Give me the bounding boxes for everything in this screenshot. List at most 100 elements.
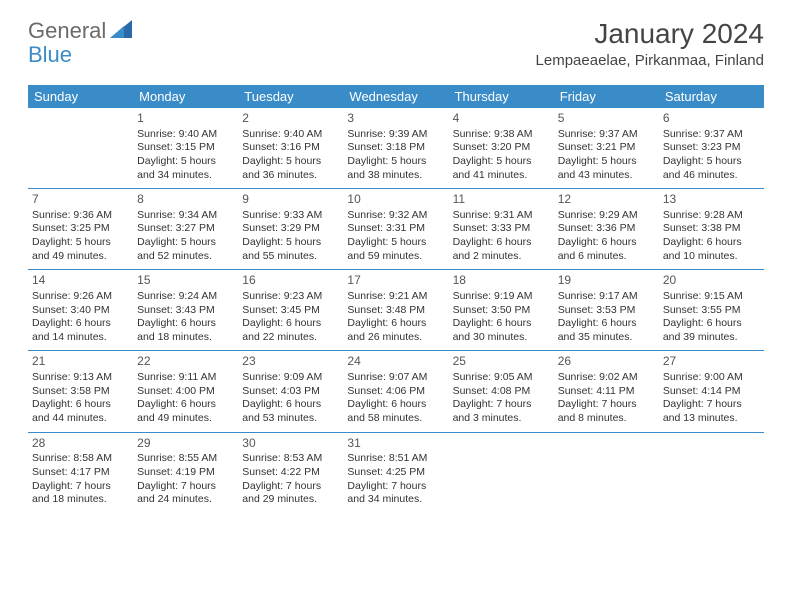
logo-triangle-icon <box>110 20 132 43</box>
cell-daylight1: Daylight: 7 hours <box>242 480 339 494</box>
day-number: 1 <box>137 111 234 127</box>
cell-sunrise: Sunrise: 9:26 AM <box>32 290 129 304</box>
cell-daylight2: and 59 minutes. <box>347 250 444 264</box>
calendar-day-cell: 18Sunrise: 9:19 AMSunset: 3:50 PMDayligh… <box>449 270 554 351</box>
cell-daylight2: and 26 minutes. <box>347 331 444 345</box>
calendar-day-cell: 14Sunrise: 9:26 AMSunset: 3:40 PMDayligh… <box>28 270 133 351</box>
day-number: 5 <box>558 111 655 127</box>
cell-sunset: Sunset: 3:38 PM <box>663 222 760 236</box>
cell-sunrise: Sunrise: 9:11 AM <box>137 371 234 385</box>
cell-daylight2: and 34 minutes. <box>137 169 234 183</box>
day-number: 30 <box>242 436 339 452</box>
cell-sunset: Sunset: 3:40 PM <box>32 304 129 318</box>
cell-daylight1: Daylight: 7 hours <box>32 480 129 494</box>
day-number: 13 <box>663 192 760 208</box>
cell-sunset: Sunset: 3:29 PM <box>242 222 339 236</box>
cell-sunrise: Sunrise: 9:23 AM <box>242 290 339 304</box>
cell-sunset: Sunset: 3:18 PM <box>347 141 444 155</box>
calendar-day-cell: 16Sunrise: 9:23 AMSunset: 3:45 PMDayligh… <box>238 270 343 351</box>
calendar-day-cell <box>28 108 133 189</box>
cell-daylight2: and 13 minutes. <box>663 412 760 426</box>
calendar-table: Sunday Monday Tuesday Wednesday Thursday… <box>28 85 764 513</box>
cell-sunset: Sunset: 4:25 PM <box>347 466 444 480</box>
calendar-day-cell: 4Sunrise: 9:38 AMSunset: 3:20 PMDaylight… <box>449 108 554 189</box>
cell-daylight1: Daylight: 6 hours <box>663 236 760 250</box>
cell-sunset: Sunset: 3:45 PM <box>242 304 339 318</box>
cell-daylight2: and 30 minutes. <box>453 331 550 345</box>
cell-sunrise: Sunrise: 9:38 AM <box>453 128 550 142</box>
cell-daylight2: and 18 minutes. <box>137 331 234 345</box>
calendar-week-row: 14Sunrise: 9:26 AMSunset: 3:40 PMDayligh… <box>28 270 764 351</box>
day-number: 8 <box>137 192 234 208</box>
calendar-day-cell: 9Sunrise: 9:33 AMSunset: 3:29 PMDaylight… <box>238 189 343 270</box>
day-number: 17 <box>347 273 444 289</box>
cell-sunrise: Sunrise: 9:02 AM <box>558 371 655 385</box>
cell-sunrise: Sunrise: 9:00 AM <box>663 371 760 385</box>
day-number: 10 <box>347 192 444 208</box>
day-number: 27 <box>663 354 760 370</box>
cell-daylight2: and 14 minutes. <box>32 331 129 345</box>
cell-daylight1: Daylight: 5 hours <box>32 236 129 250</box>
cell-daylight1: Daylight: 6 hours <box>32 398 129 412</box>
cell-sunrise: Sunrise: 9:39 AM <box>347 128 444 142</box>
day-number: 28 <box>32 436 129 452</box>
cell-sunrise: Sunrise: 9:40 AM <box>137 128 234 142</box>
calendar-day-cell: 30Sunrise: 8:53 AMSunset: 4:22 PMDayligh… <box>238 432 343 513</box>
cell-daylight1: Daylight: 7 hours <box>558 398 655 412</box>
cell-sunrise: Sunrise: 8:51 AM <box>347 452 444 466</box>
cell-daylight2: and 52 minutes. <box>137 250 234 264</box>
day-number: 23 <box>242 354 339 370</box>
weekday-header: Friday <box>554 85 659 108</box>
weekday-header: Tuesday <box>238 85 343 108</box>
cell-sunset: Sunset: 3:21 PM <box>558 141 655 155</box>
calendar-day-cell: 8Sunrise: 9:34 AMSunset: 3:27 PMDaylight… <box>133 189 238 270</box>
cell-sunrise: Sunrise: 9:40 AM <box>242 128 339 142</box>
day-number: 2 <box>242 111 339 127</box>
cell-daylight1: Daylight: 6 hours <box>453 236 550 250</box>
day-number: 16 <box>242 273 339 289</box>
cell-daylight1: Daylight: 5 hours <box>242 236 339 250</box>
calendar-day-cell <box>449 432 554 513</box>
weekday-header: Saturday <box>659 85 764 108</box>
cell-sunset: Sunset: 3:20 PM <box>453 141 550 155</box>
calendar-day-cell <box>659 432 764 513</box>
weekday-header: Thursday <box>449 85 554 108</box>
day-number: 7 <box>32 192 129 208</box>
calendar-day-cell: 2Sunrise: 9:40 AMSunset: 3:16 PMDaylight… <box>238 108 343 189</box>
cell-daylight2: and 58 minutes. <box>347 412 444 426</box>
cell-sunrise: Sunrise: 8:53 AM <box>242 452 339 466</box>
day-number: 22 <box>137 354 234 370</box>
cell-daylight1: Daylight: 6 hours <box>558 236 655 250</box>
cell-daylight1: Daylight: 7 hours <box>347 480 444 494</box>
day-number: 3 <box>347 111 444 127</box>
calendar-week-row: 1Sunrise: 9:40 AMSunset: 3:15 PMDaylight… <box>28 108 764 189</box>
cell-daylight1: Daylight: 6 hours <box>663 317 760 331</box>
calendar-day-cell: 15Sunrise: 9:24 AMSunset: 3:43 PMDayligh… <box>133 270 238 351</box>
cell-sunset: Sunset: 3:50 PM <box>453 304 550 318</box>
cell-sunrise: Sunrise: 9:31 AM <box>453 209 550 223</box>
calendar-week-row: 21Sunrise: 9:13 AMSunset: 3:58 PMDayligh… <box>28 351 764 432</box>
cell-sunset: Sunset: 4:03 PM <box>242 385 339 399</box>
cell-sunrise: Sunrise: 9:37 AM <box>558 128 655 142</box>
cell-sunset: Sunset: 3:48 PM <box>347 304 444 318</box>
cell-daylight2: and 46 minutes. <box>663 169 760 183</box>
weekday-header: Wednesday <box>343 85 448 108</box>
calendar-day-cell: 10Sunrise: 9:32 AMSunset: 3:31 PMDayligh… <box>343 189 448 270</box>
day-number: 19 <box>558 273 655 289</box>
cell-daylight1: Daylight: 7 hours <box>453 398 550 412</box>
cell-sunrise: Sunrise: 9:29 AM <box>558 209 655 223</box>
location: Lempaeaelae, Pirkanmaa, Finland <box>536 52 764 69</box>
cell-daylight2: and 36 minutes. <box>242 169 339 183</box>
calendar-week-row: 7Sunrise: 9:36 AMSunset: 3:25 PMDaylight… <box>28 189 764 270</box>
calendar-day-cell: 29Sunrise: 8:55 AMSunset: 4:19 PMDayligh… <box>133 432 238 513</box>
cell-daylight2: and 34 minutes. <box>347 493 444 507</box>
cell-sunset: Sunset: 3:43 PM <box>137 304 234 318</box>
cell-sunrise: Sunrise: 9:07 AM <box>347 371 444 385</box>
cell-sunrise: Sunrise: 9:34 AM <box>137 209 234 223</box>
cell-daylight2: and 55 minutes. <box>242 250 339 264</box>
cell-daylight2: and 43 minutes. <box>558 169 655 183</box>
cell-daylight1: Daylight: 5 hours <box>137 155 234 169</box>
cell-daylight1: Daylight: 6 hours <box>242 398 339 412</box>
cell-daylight2: and 53 minutes. <box>242 412 339 426</box>
cell-daylight2: and 2 minutes. <box>453 250 550 264</box>
